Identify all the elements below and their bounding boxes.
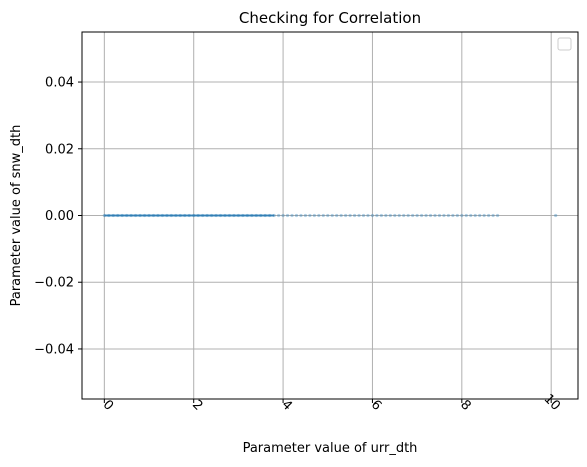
data-point [554, 213, 558, 218]
data-point [303, 213, 308, 218]
data-point [451, 213, 455, 218]
data-point [415, 213, 419, 218]
data-point [326, 213, 330, 218]
data-point [388, 213, 392, 218]
data-point [473, 213, 477, 218]
data-point [384, 213, 388, 218]
data-point [281, 213, 285, 218]
data-point [277, 213, 281, 218]
data-point [317, 213, 321, 218]
data-point [330, 213, 334, 218]
y-tick-label: 0.04 [45, 76, 74, 91]
data-point [478, 213, 482, 218]
data-point [339, 213, 343, 218]
data-point [482, 213, 486, 218]
data-point [433, 213, 437, 218]
data-point [285, 213, 290, 218]
data-point [321, 213, 325, 218]
data-point [424, 213, 428, 218]
legend-box [557, 37, 572, 51]
data-point [375, 213, 379, 218]
data-point [366, 213, 370, 218]
data-point [308, 213, 312, 218]
y-axis-label: Parameter value of snw_dth [9, 125, 24, 307]
data-point [406, 213, 410, 218]
data-point [495, 213, 500, 218]
data-point [411, 213, 415, 218]
data-point [420, 213, 424, 218]
data-point [397, 213, 401, 218]
grid-lines [82, 32, 578, 399]
data-point [290, 213, 294, 218]
data-point [361, 213, 366, 218]
chart-title: Checking for Correlation [239, 9, 421, 27]
data-point [446, 213, 451, 218]
x-axis-label: Parameter value of urr_dth [243, 441, 418, 456]
data-point [357, 213, 361, 218]
data-point [344, 213, 348, 218]
y-tick-label: −0.02 [34, 276, 74, 291]
data-point [469, 213, 473, 218]
data-point [455, 213, 459, 218]
data-points [102, 213, 558, 218]
data-point [442, 213, 446, 218]
data-point [370, 213, 375, 218]
data-point [352, 213, 357, 218]
data-point [437, 213, 442, 218]
data-point [312, 213, 316, 218]
data-point [491, 213, 495, 218]
data-point [335, 213, 339, 218]
data-point [460, 213, 464, 218]
data-point [299, 213, 303, 218]
data-point [464, 213, 468, 218]
y-tick-label: 0.00 [45, 209, 74, 224]
data-point [487, 213, 491, 218]
data-point [294, 213, 299, 218]
data-point [393, 213, 397, 218]
y-tick-label: 0.02 [45, 142, 74, 157]
data-point [428, 213, 433, 218]
data-point [379, 213, 383, 218]
data-point [402, 213, 406, 218]
y-tick-label: −0.04 [34, 342, 74, 357]
data-point [348, 213, 352, 218]
